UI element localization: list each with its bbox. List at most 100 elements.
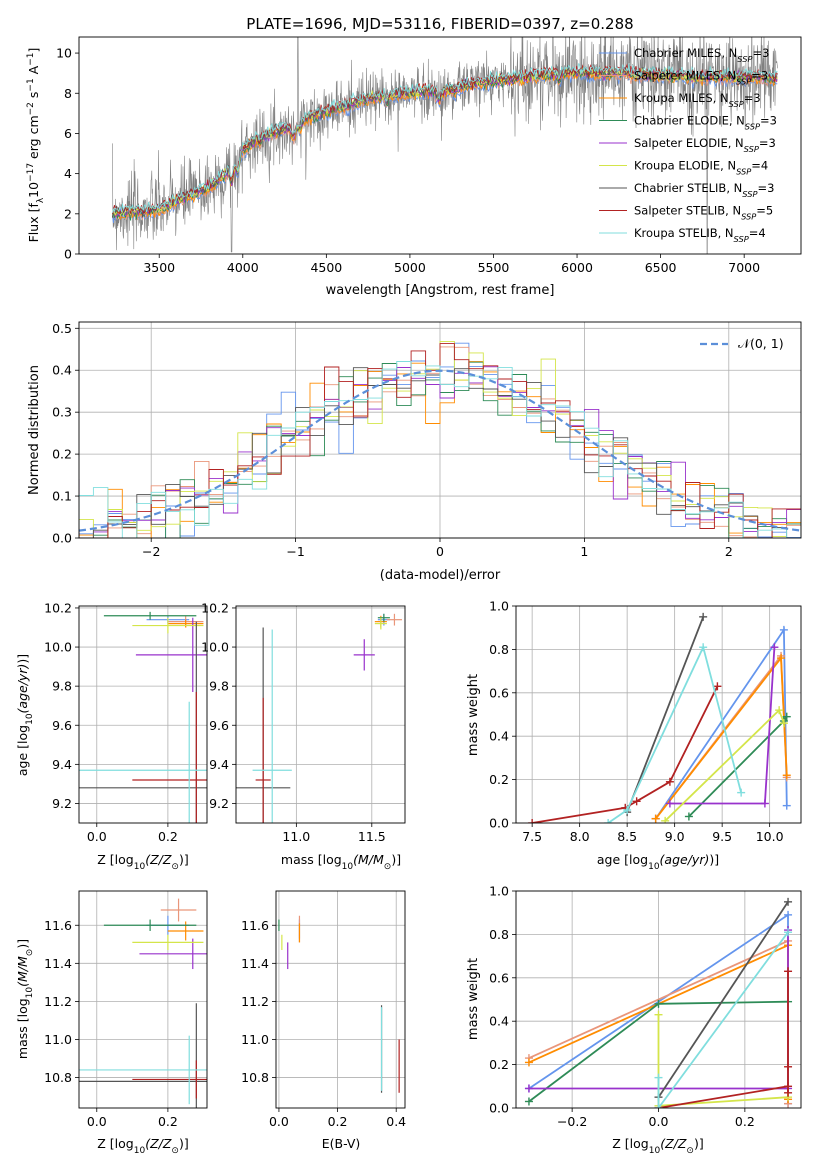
plot-area-residuals [79,340,801,538]
label-part: (age/yr) [15,664,30,714]
legend-entry: 𝒩(0, 1) [738,336,784,351]
legend-entry: Salpeter STELIB, NSSP=5 [634,204,773,222]
label-part: −17 [26,163,36,182]
weight-line-salpeter_stelib [531,685,719,823]
label-part: ⊙ [171,1146,179,1156]
label-part: =3 [744,91,761,105]
label-part: 10 [342,862,354,872]
tick-label-y: 6 [64,126,72,141]
y-axis-label: age [log10(age/yr))] [15,654,35,776]
label-part: Chabrier STELIB, N [634,181,742,195]
tick-label-y: 9.4 [52,757,72,772]
tick-label-x: −2 [142,544,160,559]
label-part: mass [log [15,998,30,1059]
label-part: ⊙ [686,1146,694,1156]
label-part: )] [694,1136,704,1151]
weight-line-kroupa_elodie [657,1014,789,1107]
label-part: =5 [756,204,773,218]
x-axis-label: wavelength [Angstrom, rest frame] [326,283,555,298]
label-part: )] [15,939,30,949]
label-part: SSP [729,99,744,109]
label-part: (M/M [353,852,384,867]
weight-line-kroupa_stelib [657,931,789,1108]
tick-label-x: 0 [436,544,444,559]
legend-entry: Kroupa ELODIE, NSSP=4 [634,159,768,177]
tick-label-y: 1.0 [489,599,509,614]
tick-label-y: 4 [64,166,72,181]
tick-label-y: 0.4 [489,729,509,744]
tick-label-y: 0 [64,247,72,262]
tick-label-x: 11.5 [358,829,386,844]
legend-entry: Salpeter MILES, NSSP=3 [634,69,768,87]
label-part: )] [709,852,719,867]
tick-label-y: 11.6 [44,918,72,933]
label-part: 10 [25,713,35,725]
axes-frame [275,890,406,1109]
plot-area-age_vs_Z [79,611,207,823]
weight-line-chabrier_miles [654,627,788,820]
tick-label-y: 10.0 [44,640,72,655]
y-axis-label: mass weight [466,674,481,756]
tick-label-y: 10.0 [201,640,229,655]
label-part: ] [26,48,41,53]
plot-area-spectrum [112,37,778,254]
label-part: )] [15,654,30,664]
tick-label-y: 11.2 [44,994,72,1009]
label-part: Z [log [612,1136,648,1151]
plot-area-mass_vs_Z [79,898,207,1108]
tick-label-y: 0.2 [489,772,509,787]
label-part: λ [36,197,46,203]
tick-label-x: 10.0 [756,829,784,844]
tick-label-x: 5000 [394,260,426,275]
tick-label-x: 0.2 [328,1114,348,1129]
label-part: =4 [751,159,768,173]
axes-mass_vs_Z: 0.0 0.2 10.8 11.0 11.2 11.4 11.6 [44,890,208,1129]
label-part: SSP [736,167,751,177]
label-part: =3 [751,69,768,83]
tick-label-y: 10.2 [201,600,229,615]
tick-label-x: 4500 [310,260,342,275]
label-part: )] [179,1136,189,1151]
label-part: Salpeter ELODIE, N [634,136,744,150]
label-part: SSP [736,77,751,87]
tick-label-x: 0.4 [386,1114,406,1129]
legend-entry: Salpeter ELODIE, NSSP=3 [634,136,776,154]
tick-label-y: 9.6 [209,718,229,733]
model-line-kroupa_stelib [112,63,778,213]
x-axis-label: E(B-V) [322,1136,361,1151]
label-part: age [log [597,852,648,867]
plot-area-age_vs_mass [236,613,402,823]
tick-label-y: 9.4 [209,757,229,772]
label-part: =3 [760,114,777,128]
tick-label-x: 0.0 [649,1114,669,1129]
label-part: Z [log [97,852,133,867]
label-part: 10 [649,1146,661,1156]
tick-label-x: 9.5 [712,829,732,844]
y-axis-label: Normed distribution [27,365,42,495]
label-part: ⊙ [384,862,392,872]
weight-line-kroupa_stelib [607,644,742,823]
label-part: −1 [26,78,36,91]
label-part: Flux [f [26,203,41,243]
axes-frame [78,36,802,255]
tick-label-y: 11.4 [241,956,269,971]
tick-label-x: 7.5 [522,829,542,844]
tick-label-x: 8.5 [617,829,637,844]
label-part: Salpeter MILES, N [634,69,736,83]
plot-area-weight_vs_Z [524,897,793,1108]
tick-label-x: 0.0 [269,1114,289,1129]
weight-line-chabrier_stelib [657,901,789,1098]
tick-label-y: 0.4 [52,363,72,378]
legend-entry: Chabrier MILES, NSSP=3 [634,46,769,64]
tick-label-y: 0.2 [52,447,72,462]
legend-entry: Kroupa MILES, NSSP=3 [634,91,761,109]
label-part: 10 [648,862,660,872]
label-part: =3 [759,136,776,150]
label-part: Kroupa ELODIE, N [634,159,736,173]
tick-label-y: 10 [56,46,72,61]
tick-label-y: 10.2 [44,600,72,615]
tick-label-y: 0.6 [489,685,509,700]
legend-entry: Chabrier ELODIE, NSSP=3 [634,114,777,132]
tick-label-x: 11.0 [282,829,310,844]
